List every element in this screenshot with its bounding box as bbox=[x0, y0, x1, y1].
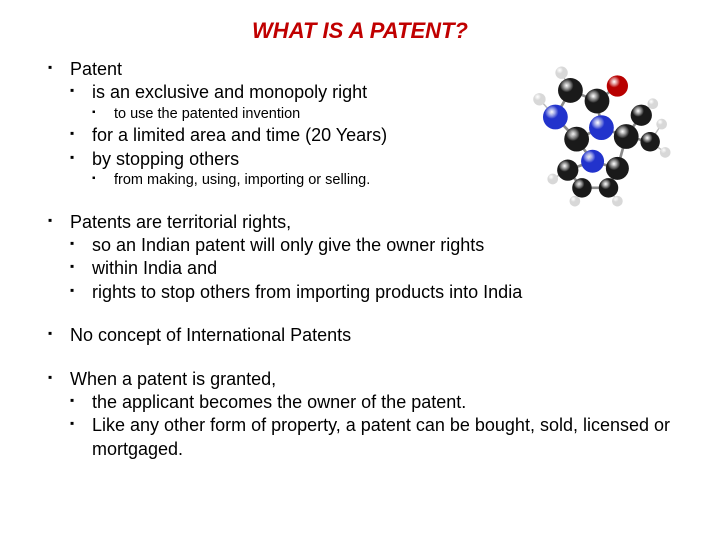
bullet-text: within India and bbox=[92, 258, 217, 278]
bullet-text: so an Indian patent will only give the o… bbox=[92, 235, 484, 255]
bullet-level-2: Like any other form of property, a paten… bbox=[70, 414, 690, 461]
bullet-level-1: No concept of International Patents bbox=[48, 324, 690, 347]
molecule-diagram bbox=[502, 55, 692, 210]
bullet-text: Patents are territorial rights, bbox=[70, 212, 291, 232]
bullet-level-1: When a patent is granted, the applicant b… bbox=[48, 368, 690, 462]
bullet-text: Like any other form of property, a paten… bbox=[92, 415, 670, 458]
bullet-text: No concept of International Patents bbox=[70, 325, 351, 345]
bullet-level-2: within India and bbox=[70, 257, 690, 280]
bullet-text: to use the patented invention bbox=[114, 106, 300, 122]
bullet-text: for a limited area and time (20 Years) bbox=[92, 125, 387, 145]
bullet-level-2: so an Indian patent will only give the o… bbox=[70, 234, 690, 257]
bullet-text: the applicant becomes the owner of the p… bbox=[92, 392, 466, 412]
bullet-text: When a patent is granted, bbox=[70, 369, 276, 389]
bullet-level-2: the applicant becomes the owner of the p… bbox=[70, 391, 690, 414]
bullet-text: is an exclusive and monopoly right bbox=[92, 82, 367, 102]
page-title: WHAT IS A PATENT? bbox=[0, 0, 720, 58]
bullet-text: rights to stop others from importing pro… bbox=[92, 282, 522, 302]
bullet-level-2: rights to stop others from importing pro… bbox=[70, 281, 690, 304]
bullet-text: from making, using, importing or selling… bbox=[114, 172, 370, 188]
bullet-level-1: Patents are territorial rights, so an Ind… bbox=[48, 211, 690, 305]
bullet-text: Patent bbox=[70, 59, 122, 79]
bullet-text: by stopping others bbox=[92, 149, 239, 169]
